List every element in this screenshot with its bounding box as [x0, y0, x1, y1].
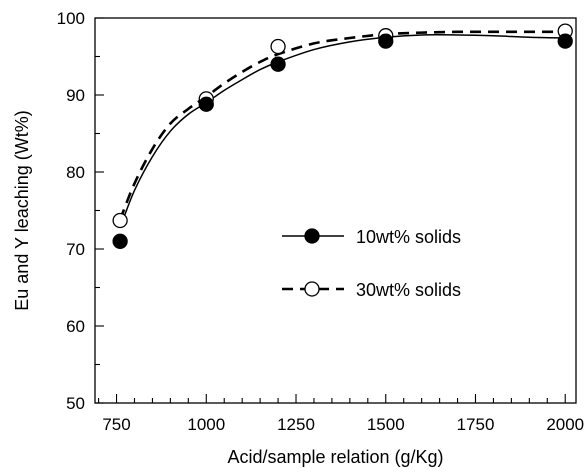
- point-10wt: [198, 96, 214, 112]
- x-tick-label: 1000: [187, 415, 225, 434]
- y-tick-label: 50: [66, 394, 85, 413]
- legend-marker-10wt: [304, 228, 320, 244]
- legend-marker-30wt: [304, 281, 320, 297]
- x-tick-label: 1500: [367, 415, 405, 434]
- series-points: [112, 23, 573, 249]
- plot-frame: [94, 17, 577, 404]
- curve-10wt: [119, 33, 566, 228]
- y-tick-label: 70: [66, 240, 85, 259]
- point-10wt: [378, 33, 394, 49]
- y-tick-label: 60: [66, 317, 85, 336]
- point-10wt: [557, 33, 573, 49]
- x-axis-title: Acid/sample relation (g/Kg): [227, 447, 443, 467]
- legend: 10wt% solids 30wt% solids: [282, 227, 461, 300]
- tick-marks: [95, 17, 566, 404]
- x-tick-label: 1750: [457, 415, 495, 434]
- x-tick-label: 750: [102, 415, 130, 434]
- tick-labels: 750 1000 1250 1500 1750 2000 50 60 70 80 90 100: [57, 9, 585, 434]
- legend-label-10wt: 10wt% solids: [356, 227, 461, 247]
- y-tick-label: 100: [57, 9, 85, 28]
- legend-label-30wt: 30wt% solids: [356, 280, 461, 300]
- y-tick-label: 90: [66, 86, 85, 105]
- y-tick-label: 80: [66, 163, 85, 182]
- x-tick-label: 1250: [277, 415, 315, 434]
- series-curves: [118, 30, 566, 228]
- point-10wt: [112, 233, 128, 249]
- point-30wt: [270, 38, 286, 55]
- y-axis-title: Eu and Y leaching (Wt%): [12, 110, 32, 310]
- axes: [94, 17, 577, 404]
- x-tick-label: 2000: [546, 415, 584, 434]
- point-10wt: [270, 56, 286, 72]
- point-30wt: [112, 212, 128, 229]
- curve-30wt: [118, 30, 566, 221]
